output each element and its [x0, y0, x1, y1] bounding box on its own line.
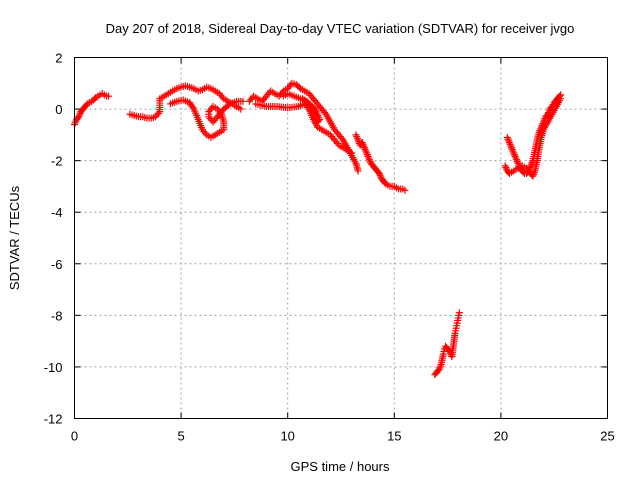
data-point	[75, 111, 83, 119]
data-point	[239, 97, 247, 105]
axis-ticks: 0 5 10 15 20 25 -12 -10 -8 -6 -4 -2 0 2	[44, 51, 615, 444]
data-point	[502, 164, 510, 172]
data-point	[358, 139, 366, 147]
data-point	[401, 186, 409, 194]
data-point	[71, 119, 79, 127]
series-segment-3	[245, 79, 362, 175]
x-tick-label: 10	[280, 429, 294, 444]
data-point	[527, 162, 535, 170]
data-point	[509, 147, 517, 155]
data-point	[225, 101, 233, 109]
x-tick-label: 15	[387, 429, 401, 444]
data-marks	[71, 79, 565, 379]
data-point	[506, 140, 514, 148]
data-point	[363, 151, 371, 159]
data-point	[501, 162, 509, 170]
data-point	[511, 152, 519, 160]
y-tick-label: -6	[51, 257, 63, 272]
series-segment-1	[71, 90, 113, 129]
data-point	[510, 149, 518, 157]
data-point	[362, 147, 370, 155]
y-tick-label: -10	[44, 360, 63, 375]
data-point	[295, 83, 303, 91]
data-point	[530, 169, 538, 177]
data-point	[504, 135, 512, 143]
data-point	[455, 309, 463, 317]
series-segment-3-loop	[279, 90, 324, 126]
data-point	[436, 364, 444, 372]
data-point	[557, 95, 565, 103]
data-point	[189, 103, 197, 111]
y-tick-label: -8	[51, 308, 63, 323]
data-point	[299, 95, 307, 103]
data-point	[512, 154, 520, 162]
series-segment-4	[352, 131, 409, 194]
data-point	[360, 142, 368, 150]
series-segment-2	[126, 82, 245, 122]
series-segment-3-lower	[252, 100, 356, 157]
x-tick-label: 0	[71, 429, 78, 444]
series-segment-6-lower	[501, 95, 565, 180]
y-axis-label: SDTVAR / TECUs	[7, 185, 22, 290]
x-tick-label: 20	[494, 429, 508, 444]
data-point	[361, 145, 369, 153]
data-point	[507, 142, 515, 150]
x-axis-label: GPS time / hours	[291, 459, 390, 474]
data-point	[360, 144, 368, 152]
data-point	[278, 89, 286, 97]
data-point	[376, 171, 384, 179]
data-point	[364, 152, 372, 160]
data-point	[435, 366, 443, 374]
data-point	[436, 362, 444, 370]
data-point	[527, 160, 535, 168]
data-point	[365, 156, 373, 164]
y-tick-label: -4	[51, 205, 63, 220]
data-point	[375, 170, 383, 178]
data-point	[75, 113, 83, 121]
data-point	[206, 106, 214, 114]
grid-layer	[74, 57, 608, 419]
data-point	[333, 139, 341, 147]
data-point	[338, 134, 346, 142]
x-tick-label: 5	[177, 429, 184, 444]
data-point	[353, 134, 361, 142]
data-point	[300, 96, 308, 104]
data-point	[508, 144, 516, 152]
data-point	[510, 151, 518, 159]
data-point	[354, 167, 362, 175]
data-point	[513, 156, 521, 164]
data-point	[352, 131, 360, 139]
data-point	[503, 133, 511, 141]
x-tick-label: 25	[600, 429, 614, 444]
data-point	[354, 136, 362, 144]
y-tick-label: -2	[51, 154, 63, 169]
data-point	[321, 109, 329, 117]
data-point	[508, 145, 516, 153]
y-tick-label: 2	[55, 51, 62, 66]
data-point	[359, 140, 367, 148]
y-tick-label: 0	[55, 102, 62, 117]
data-point	[353, 133, 361, 141]
series-segment-2-loop	[166, 96, 247, 141]
y-tick-label: -12	[44, 412, 63, 427]
data-point	[529, 172, 537, 180]
plot-frame	[74, 57, 608, 419]
chart-title: Day 207 of 2018, Sidereal Day-to-day VTE…	[106, 21, 575, 36]
data-point	[505, 137, 513, 145]
data-point	[201, 129, 209, 137]
data-point	[365, 154, 373, 162]
data-point	[105, 92, 113, 100]
data-point	[530, 170, 538, 178]
series-segment-5	[431, 309, 463, 379]
data-point	[348, 149, 356, 157]
data-point	[237, 105, 245, 113]
data-point	[363, 149, 371, 157]
data-point	[513, 158, 521, 166]
data-point	[505, 139, 513, 147]
data-point	[154, 109, 162, 117]
data-point	[218, 93, 226, 101]
